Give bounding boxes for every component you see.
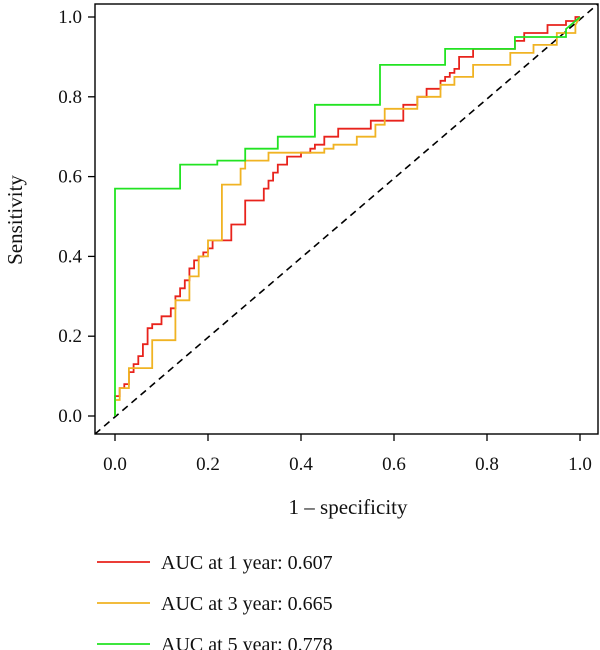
- roc-curve-2: [114, 16, 581, 416]
- plot-frame: [94, 3, 599, 435]
- x-tick-label: 0.0: [103, 454, 127, 475]
- legend: AUC at 1 year: 0.607 AUC at 3 year: 0.665…: [97, 552, 333, 650]
- y-tick-label: 0.8: [58, 87, 82, 108]
- reference-diagonal: [94, 3, 599, 435]
- y-tick-label: 0.4: [58, 246, 82, 267]
- x-tick-label: 0.8: [475, 454, 499, 475]
- x-axis-title: 1 – specificity: [289, 495, 408, 519]
- x-tick-label: 0.2: [196, 454, 220, 475]
- reference-layer: [94, 3, 599, 435]
- y-axis-title: Sensitivity: [3, 175, 27, 265]
- x-tick-label: 0.4: [289, 454, 313, 475]
- x-tick-label: 0.6: [382, 454, 406, 475]
- y-tick-label: 0.0: [58, 406, 82, 427]
- series-layer: [114, 16, 581, 416]
- y-tick-label: 0.6: [58, 167, 82, 188]
- legend-label-3: AUC at 5 year: 0.778: [161, 634, 333, 650]
- roc-curve-3: [114, 16, 581, 416]
- axis-layer: 0.0 0.2 0.4 0.6 0.8 1.0 0.0 0.2 0.4 0.6 0.8 1.0: [58, 7, 592, 475]
- roc-curve-1: [114, 16, 580, 416]
- legend-label-2: AUC at 3 year: 0.665: [161, 593, 333, 615]
- y-tick-label: 0.2: [58, 326, 82, 347]
- y-tick-label: 1.0: [58, 7, 82, 28]
- legend-label-1: AUC at 1 year: 0.607: [161, 552, 333, 574]
- x-tick-label: 1.0: [568, 454, 592, 475]
